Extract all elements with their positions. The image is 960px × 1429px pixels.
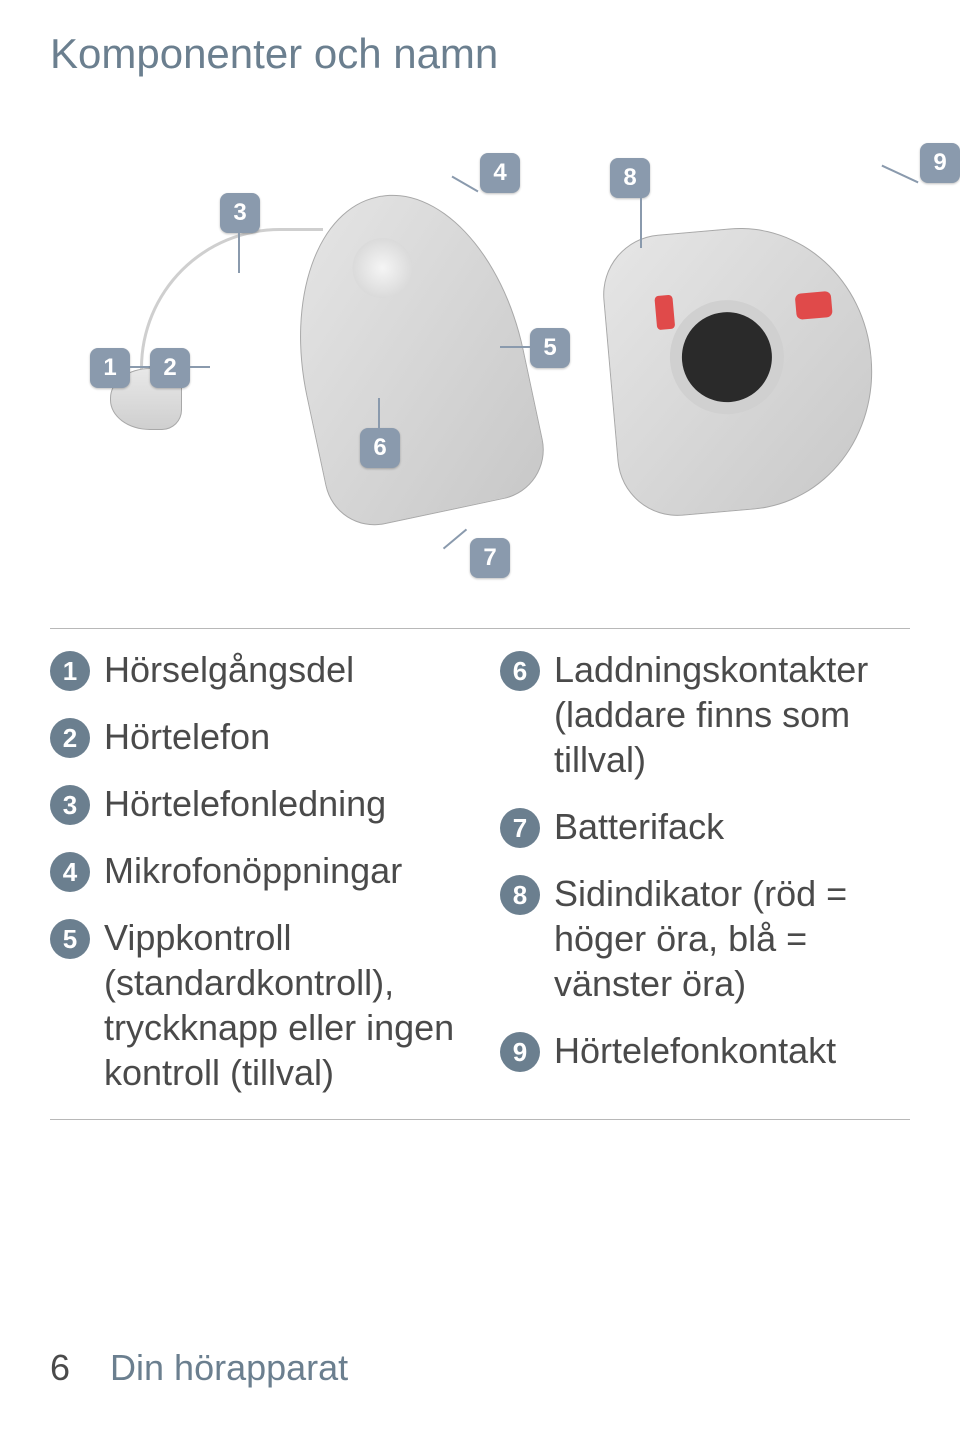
legend-text: Hörselgångsdel (104, 647, 460, 692)
legend-number-icon: 2 (50, 718, 90, 758)
side-indicator-shape (654, 295, 675, 330)
callout-5: 5 (530, 328, 570, 368)
callout-number: 5 (543, 334, 556, 362)
callout-1: 1 (90, 348, 130, 388)
callout-number: 2 (163, 354, 176, 382)
divider-top (50, 628, 910, 629)
legend-item: 6 Laddningskontakter (laddare finns som … (500, 647, 910, 782)
legend-number-icon: 1 (50, 651, 90, 691)
callout-8: 8 (610, 158, 650, 198)
legend-column-left: 1 Hörselgångsdel 2 Hörtelefon 3 Hörtelef… (50, 647, 460, 1095)
legend-item: 2 Hörtelefon (50, 714, 460, 759)
legend-item: 9 Hörtelefonkontakt (500, 1028, 910, 1073)
legend-number-icon: 9 (500, 1032, 540, 1072)
page: Komponenter och namn 1 2 3 4 5 6 7 8 9 1… (0, 0, 960, 1429)
legend-number-icon: 3 (50, 785, 90, 825)
callout-number: 6 (373, 434, 386, 462)
callout-2: 2 (150, 348, 190, 388)
legend-column-right: 6 Laddningskontakter (laddare finns som … (500, 647, 910, 1095)
page-number: 6 (50, 1347, 70, 1389)
callout-number: 8 (623, 164, 636, 192)
legend-item: 1 Hörselgångsdel (50, 647, 460, 692)
legend-text: Laddningskontakter (laddare finns som ti… (554, 647, 910, 782)
legend-number-icon: 6 (500, 651, 540, 691)
legend-item: 7 Batterifack (500, 804, 910, 849)
page-footer: 6 Din hörapparat (50, 1347, 348, 1389)
callout-number: 4 (493, 159, 506, 187)
legend-item: 5 Vippkontroll (standardkontroll), tryck… (50, 915, 460, 1095)
callout-4: 4 (480, 153, 520, 193)
callout-number: 7 (483, 544, 496, 572)
callout-number: 1 (103, 354, 116, 382)
receiver-contact-shape (795, 291, 833, 320)
legend-item: 4 Mikrofonöppningar (50, 848, 460, 893)
callout-7: 7 (470, 538, 510, 578)
legend: 1 Hörselgångsdel 2 Hörtelefon 3 Hörtelef… (50, 647, 910, 1095)
legend-text: Batterifack (554, 804, 910, 849)
device-right-shape (598, 217, 884, 521)
legend-number-icon: 7 (500, 808, 540, 848)
callout-6: 6 (360, 428, 400, 468)
legend-text: Hörtelefonkontakt (554, 1028, 910, 1073)
legend-text: Hörtelefonledning (104, 781, 460, 826)
legend-item: 3 Hörtelefonledning (50, 781, 460, 826)
legend-text: Hörtelefon (104, 714, 460, 759)
divider-bottom (50, 1119, 910, 1120)
device-opening-shape (665, 295, 789, 419)
legend-text: Mikrofonöppningar (104, 848, 460, 893)
callout-3: 3 (220, 193, 260, 233)
legend-text: Vippkontroll (standardkontroll), tryckkn… (104, 915, 460, 1095)
section-title: Din hörapparat (110, 1347, 348, 1389)
component-diagram: 1 2 3 4 5 6 7 8 9 (50, 98, 910, 598)
legend-item: 8 Sidindikator (röd = höger öra, blå = v… (500, 871, 910, 1006)
legend-number-icon: 5 (50, 919, 90, 959)
callout-number: 3 (233, 199, 246, 227)
legend-number-icon: 8 (500, 875, 540, 915)
callout-number: 9 (933, 149, 946, 177)
legend-number-icon: 4 (50, 852, 90, 892)
callout-9: 9 (920, 143, 960, 183)
legend-text: Sidindikator (röd = höger öra, blå = vän… (554, 871, 910, 1006)
page-title: Komponenter och namn (50, 30, 910, 78)
